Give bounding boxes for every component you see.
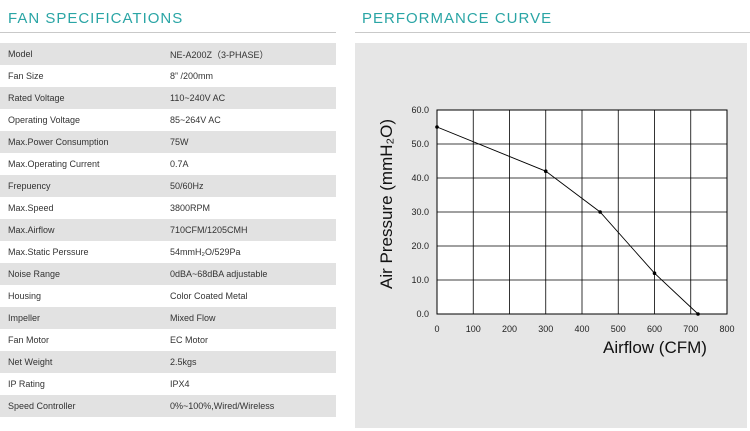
y-axis-label: Air Pressure (mmH₂O) [377, 119, 396, 289]
x-tick-label: 0 [434, 324, 439, 334]
spec-row: Max.Speed 3800RPM [0, 197, 336, 219]
y-tick-label: 60.0 [411, 105, 429, 115]
spec-row: Max.Power Consumption 75W [0, 131, 336, 153]
y-tick-label: 0.0 [416, 309, 429, 319]
spec-label: Housing [0, 285, 170, 307]
spec-label: Speed Controller [0, 395, 170, 417]
spec-value: 110~240V AC [170, 87, 336, 109]
spec-row: Frepuency 50/60Hz [0, 175, 336, 197]
spec-label: Frepuency [0, 175, 170, 197]
spec-label: Rated Voltage [0, 87, 170, 109]
spec-row: Max.Operating Current 0.7A [0, 153, 336, 175]
spec-label: Max.Static Perssure [0, 241, 170, 263]
spec-label: Max.Speed [0, 197, 170, 219]
spec-label: Noise Range [0, 263, 170, 285]
spec-label: Net Weight [0, 351, 170, 373]
spec-value: Color Coated Metal [170, 285, 336, 307]
x-tick-label: 400 [574, 324, 589, 334]
data-point [598, 210, 602, 214]
spec-value: 8” /200mm [170, 65, 336, 87]
y-tick-label: 30.0 [411, 207, 429, 217]
spec-row: Fan Size 8” /200mm [0, 65, 336, 87]
spec-label: Fan Size [0, 65, 170, 87]
spec-row: Operating Voltage 85~264V AC [0, 109, 336, 131]
spec-label: IP Rating [0, 373, 170, 395]
curve-title-divider [355, 32, 750, 33]
data-point [652, 271, 657, 275]
x-axis-label: Airflow (CFM) [603, 338, 707, 357]
x-tick-label: 300 [538, 324, 553, 334]
data-point [543, 169, 548, 173]
spec-row: Max.Airflow 710CFM/1205CMH [0, 219, 336, 241]
spec-label: Fan Motor [0, 329, 170, 351]
x-tick-label: 200 [502, 324, 517, 334]
spec-value: 0dBA~68dBA adjustable [170, 263, 336, 285]
spec-row: Model NE-A200Z（3-PHASE） [0, 43, 336, 65]
y-tick-label: 20.0 [411, 241, 429, 251]
spec-value: IPX4 [170, 373, 336, 395]
spec-label: Impeller [0, 307, 170, 329]
y-tick-label: 10.0 [411, 275, 429, 285]
spec-value: 0.7A [170, 153, 336, 175]
spec-value: 54mmH₂O/529Pa [170, 241, 336, 263]
spec-row: Fan Motor EC Motor [0, 329, 336, 351]
spec-value: 75W [170, 131, 336, 153]
x-tick-label: 600 [647, 324, 662, 334]
spec-table: Model NE-A200Z（3-PHASE） Fan Size 8” /200mm R… [0, 43, 336, 417]
spec-label: Max.Airflow [0, 219, 170, 241]
y-tick-label: 50.0 [411, 139, 429, 149]
spec-row: IP Rating IPX4 [0, 373, 336, 395]
spec-value: 0%~100%,Wired/Wireless [170, 395, 336, 417]
spec-row: Max.Static Perssure 54mmH₂O/529Pa [0, 241, 336, 263]
spec-value: 2.5kgs [170, 351, 336, 373]
spec-row: Net Weight 2.5kgs [0, 351, 336, 373]
spec-label: Operating Voltage [0, 109, 170, 131]
spec-value: EC Motor [170, 329, 336, 351]
spec-row: Impeller Mixed Flow [0, 307, 336, 329]
x-tick-label: 500 [611, 324, 626, 334]
spec-label: Max.Operating Current [0, 153, 170, 175]
curve-section-title: PERFORMANCE CURVE [362, 10, 553, 27]
spec-label: Model [0, 43, 170, 65]
x-tick-label: 700 [683, 324, 698, 334]
spec-section-title: FAN SPECIFICATIONS [8, 10, 184, 27]
chart-panel: 0 100 200 300 400 500 600 700 800 0.0 10.0 20.0 30.0… [355, 43, 747, 428]
spec-row: Speed Controller 0%~100%,Wired/Wireless [0, 395, 336, 417]
x-tick-label: 100 [466, 324, 481, 334]
spec-value: 85~264V AC [170, 109, 336, 131]
data-point [435, 125, 439, 129]
data-point [696, 312, 700, 316]
spec-value: 710CFM/1205CMH [170, 219, 336, 241]
spec-value: Mixed Flow [170, 307, 336, 329]
spec-row: Housing Color Coated Metal [0, 285, 336, 307]
spec-value: NE-A200Z（3-PHASE） [170, 43, 336, 65]
x-tick-label: 800 [719, 324, 734, 334]
spec-value: 3800RPM [170, 197, 336, 219]
spec-row: Rated Voltage 110~240V AC [0, 87, 336, 109]
spec-value: 50/60Hz [170, 175, 336, 197]
spec-label: Max.Power Consumption [0, 131, 170, 153]
spec-title-divider [0, 32, 336, 33]
y-tick-label: 40.0 [411, 173, 429, 183]
performance-chart: 0 100 200 300 400 500 600 700 800 0.0 10.0 20.0 30.0… [377, 105, 735, 357]
spec-row: Noise Range 0dBA~68dBA adjustable [0, 263, 336, 285]
